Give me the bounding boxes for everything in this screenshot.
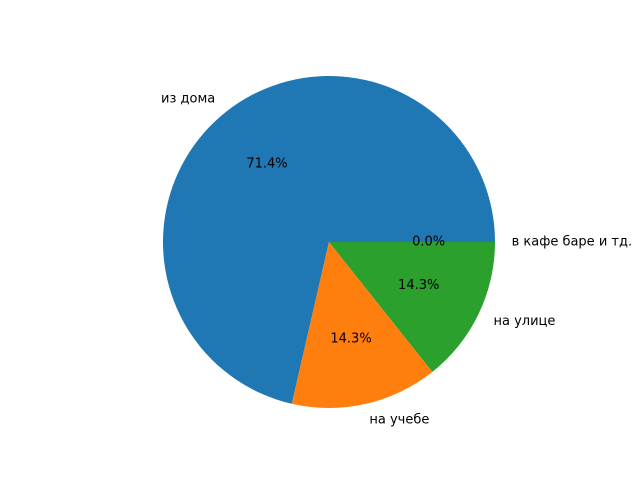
category-label-3: в кафе баре и тд. bbox=[512, 235, 632, 250]
pie-labels: из дома 71.4% на учебе 14.3% на улице 14.3% в … bbox=[161, 92, 632, 428]
pie-slice-0 bbox=[162, 75, 495, 404]
pie-slice-1 bbox=[291, 242, 433, 408]
pie-slice-2 bbox=[329, 242, 495, 372]
category-label-2: на улице bbox=[493, 314, 555, 329]
pie-slices bbox=[162, 75, 495, 408]
category-label-0: из дома bbox=[161, 92, 215, 107]
percent-label-1: 14.3% bbox=[330, 332, 371, 347]
percent-label-3: 0.0% bbox=[412, 235, 445, 250]
percent-label-2: 14.3% bbox=[398, 278, 439, 293]
category-label-1: на учебе bbox=[369, 413, 429, 428]
percent-label-0: 71.4% bbox=[246, 157, 287, 172]
